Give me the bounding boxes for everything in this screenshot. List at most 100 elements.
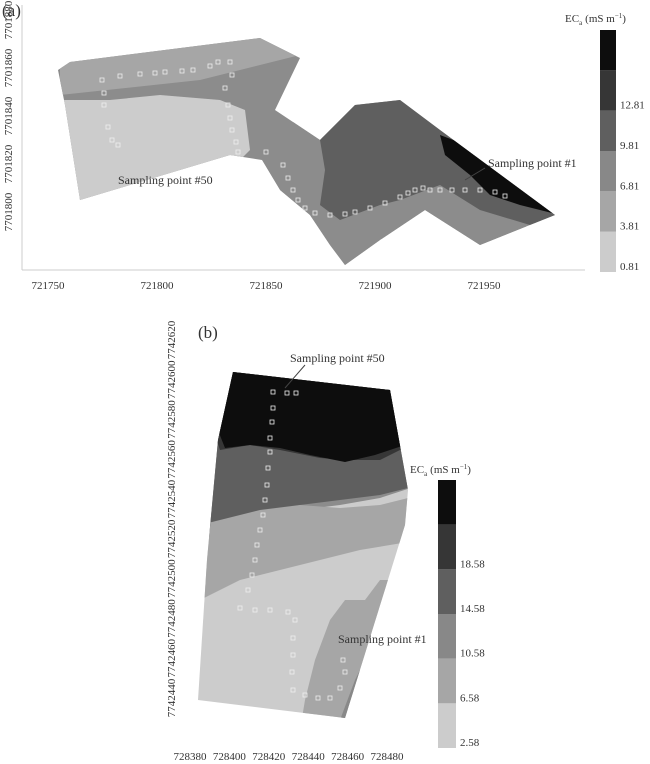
- sampling-point: [382, 200, 388, 206]
- sampling-point: [290, 687, 296, 693]
- sampling-point: [222, 85, 228, 91]
- sampling-point: [245, 587, 251, 593]
- sampling-point: [264, 482, 270, 488]
- y-tick-label: 7742500: [166, 559, 178, 598]
- y-tick-label: 7701840: [3, 96, 15, 135]
- legend-title: ): [622, 13, 626, 25]
- sampling-point: [190, 67, 196, 73]
- sampling-point: [249, 572, 255, 578]
- sampling-point: [337, 685, 343, 691]
- sampling-point: [285, 609, 291, 615]
- sampling-point: [280, 162, 286, 168]
- legend-label: 0.81: [620, 261, 639, 273]
- y-tick-label: 7742580: [166, 400, 178, 439]
- sampling-point: [109, 137, 115, 143]
- sampling-point: [290, 187, 296, 193]
- x-tick-label: 728480: [371, 751, 405, 763]
- legend-title: ECa (mS m−1): [565, 12, 626, 27]
- sampling-point: [262, 497, 268, 503]
- sampling-point: [405, 190, 411, 196]
- x-tick-label: 721950: [468, 280, 502, 292]
- x-tick-label: 721800: [141, 280, 175, 292]
- annotation: Sampling point #1: [488, 156, 577, 170]
- legend-title: EC: [410, 464, 424, 476]
- x-tick-label: 728420: [252, 751, 286, 763]
- y-tick-label: 7742440: [166, 678, 178, 717]
- y-tick-label: 7701860: [3, 48, 15, 87]
- annotation: Sampling point #1: [338, 632, 427, 646]
- legend-label: 9.81: [620, 140, 639, 152]
- sampling-point: [352, 209, 358, 215]
- legend-label: 6.58: [460, 692, 480, 704]
- map-b: [198, 372, 408, 718]
- sampling-point: [179, 68, 185, 74]
- sampling-point: [229, 127, 235, 133]
- legend-swatch: [600, 110, 616, 151]
- legend-swatch: [438, 658, 456, 704]
- sampling-point: [302, 692, 308, 698]
- legend-title: EC: [565, 13, 579, 25]
- sampling-point: [101, 102, 107, 108]
- sampling-point: [225, 102, 231, 108]
- x-tick-label: 721900: [359, 280, 393, 292]
- sampling-point: [492, 189, 498, 195]
- sampling-point: [233, 139, 239, 145]
- y-tick-label: 7742600: [166, 360, 178, 399]
- x-tick-label: 728460: [331, 751, 365, 763]
- legend-swatch: [600, 231, 616, 272]
- sampling-point: [427, 187, 433, 193]
- sampling-point: [315, 695, 321, 701]
- legend-title: (mS m: [585, 13, 615, 25]
- sampling-point: [267, 435, 273, 441]
- sampling-point: [254, 542, 260, 548]
- legend-label: 18.58: [460, 558, 485, 570]
- legend-label: 3.81: [620, 221, 639, 233]
- sampling-point: [215, 59, 221, 65]
- sampling-point: [115, 142, 121, 148]
- sampling-point: [260, 512, 266, 518]
- sampling-point: [290, 635, 296, 641]
- sampling-point: [285, 175, 291, 181]
- sampling-point: [99, 77, 105, 83]
- x-tick-label: 728380: [174, 751, 208, 763]
- sampling-point: [137, 71, 143, 77]
- legend-title: (mS m: [430, 464, 460, 476]
- sampling-point: [420, 185, 426, 191]
- legend-label: 6.81: [620, 180, 639, 192]
- sampling-point: [235, 149, 241, 155]
- sampling-point: [269, 419, 275, 425]
- x-tick-label: 728400: [213, 751, 247, 763]
- legend-label: 14.58: [460, 603, 485, 615]
- sampling-point: [152, 70, 158, 76]
- y-tick-label: 7701800: [3, 192, 15, 231]
- sampling-point: [293, 390, 299, 396]
- x-tick-label: 721750: [32, 280, 66, 292]
- sampling-point: [342, 669, 348, 675]
- legend-title: −1: [615, 12, 623, 20]
- annotation: Sampling point #50: [290, 351, 385, 365]
- legend-title: ): [467, 464, 471, 476]
- sampling-point: [252, 557, 258, 563]
- sampling-point: [302, 205, 308, 211]
- sampling-point: [312, 210, 318, 216]
- sampling-point: [270, 405, 276, 411]
- y-tick-label: 7742560: [166, 440, 178, 479]
- sampling-point: [292, 617, 298, 623]
- legend-swatch: [600, 151, 616, 192]
- sampling-point: [477, 187, 483, 193]
- legend-title: a: [424, 470, 428, 478]
- sampling-point: [397, 194, 403, 200]
- legend-title: −1: [460, 463, 468, 471]
- legend-swatch: [438, 703, 456, 748]
- sampling-point: [227, 115, 233, 121]
- sampling-point: [367, 205, 373, 211]
- legend-swatch: [438, 524, 456, 570]
- leader: [284, 364, 306, 389]
- sampling-point: [237, 605, 243, 611]
- y-tick-label: 7701820: [3, 144, 15, 183]
- y-tick-label: 7701880: [3, 0, 15, 39]
- leader: [464, 167, 486, 181]
- sampling-point: [289, 669, 295, 675]
- sampling-point: [340, 657, 346, 663]
